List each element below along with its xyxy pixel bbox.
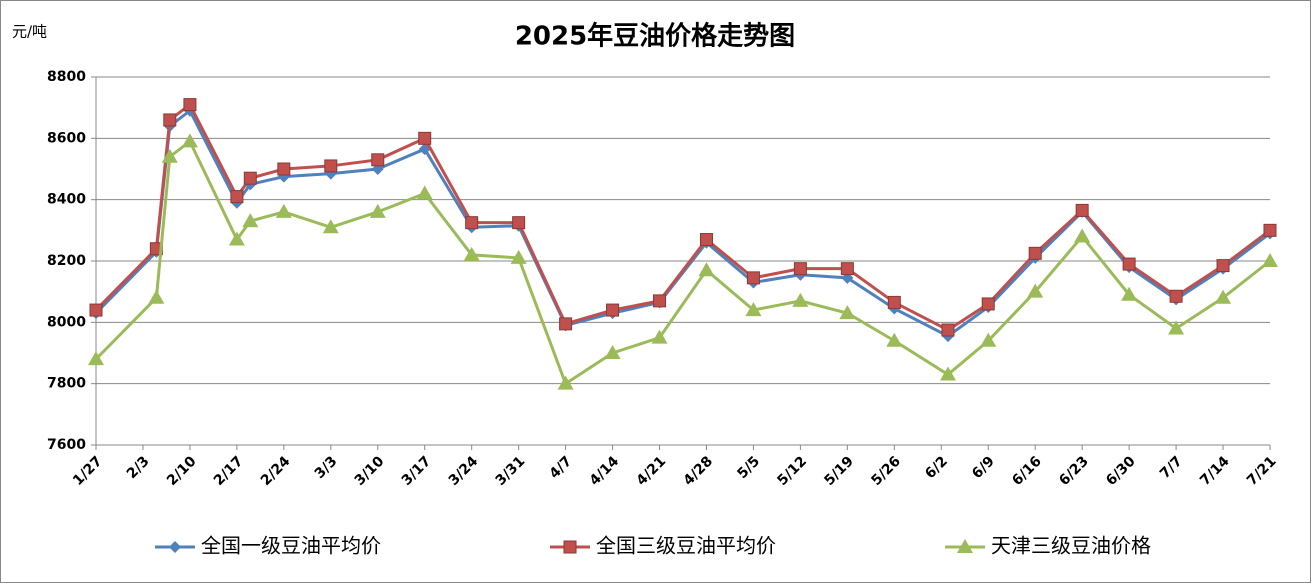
marker <box>148 289 165 304</box>
y-axis-label: 元/吨 <box>12 23 47 41</box>
legend-label: 全国三级豆油平均价 <box>596 534 776 558</box>
marker <box>980 332 997 347</box>
y-tick-label: 8800 <box>47 69 86 85</box>
marker <box>981 297 995 311</box>
marker <box>745 302 762 317</box>
marker <box>277 162 291 176</box>
y-tick-label: 8600 <box>47 130 86 146</box>
marker <box>322 219 339 234</box>
marker <box>1168 320 1185 335</box>
marker <box>1215 289 1232 304</box>
y-tick-label: 7600 <box>47 437 86 453</box>
marker <box>1121 286 1138 301</box>
marker <box>228 231 245 246</box>
marker <box>604 345 621 359</box>
marker <box>1169 289 1183 303</box>
marker <box>416 185 433 200</box>
series-line <box>94 102 1271 332</box>
legend-label: 全国一级豆油平均价 <box>201 534 381 558</box>
marker <box>1028 246 1042 260</box>
marker <box>887 295 901 309</box>
marker <box>369 203 386 218</box>
marker <box>840 262 854 276</box>
marker <box>1074 228 1091 243</box>
marker <box>651 329 668 344</box>
marker <box>463 246 480 261</box>
marker <box>559 317 573 331</box>
y-tick-label: 8000 <box>47 314 86 330</box>
marker <box>418 131 432 145</box>
series-line <box>94 108 1271 338</box>
marker <box>242 213 259 228</box>
marker <box>1216 259 1230 273</box>
marker <box>1075 203 1089 217</box>
marker <box>653 294 667 308</box>
marker <box>939 366 956 381</box>
marker <box>275 203 292 218</box>
marker <box>746 271 760 285</box>
marker <box>230 190 244 204</box>
marker <box>243 171 257 185</box>
marker <box>512 216 526 230</box>
marker <box>181 133 198 148</box>
marker <box>886 332 903 347</box>
marker <box>371 153 385 167</box>
marker <box>557 375 574 390</box>
legend-label: 天津三级豆油价格 <box>991 534 1151 558</box>
chart-title: 2025年豆油价格走势图 <box>515 21 795 52</box>
marker <box>465 216 479 230</box>
series-line <box>94 139 1271 386</box>
marker <box>169 541 181 553</box>
marker <box>698 262 715 277</box>
marker <box>606 303 620 317</box>
marker <box>88 351 104 366</box>
marker <box>163 113 177 127</box>
marker <box>1027 283 1044 298</box>
marker <box>941 323 955 337</box>
y-tick-label: 8200 <box>47 253 86 269</box>
marker <box>1122 257 1136 271</box>
marker <box>839 305 856 320</box>
marker <box>510 249 527 264</box>
marker <box>699 233 713 247</box>
y-tick-label: 8400 <box>47 192 86 208</box>
marker <box>161 148 178 163</box>
marker <box>183 98 197 112</box>
marker <box>792 292 809 307</box>
marker <box>957 539 973 553</box>
marker <box>1263 223 1277 237</box>
marker <box>324 159 338 173</box>
y-tick-label: 7800 <box>47 376 86 392</box>
marker <box>563 540 577 554</box>
marker <box>793 262 807 276</box>
marker <box>89 303 103 317</box>
marker <box>1262 253 1278 267</box>
